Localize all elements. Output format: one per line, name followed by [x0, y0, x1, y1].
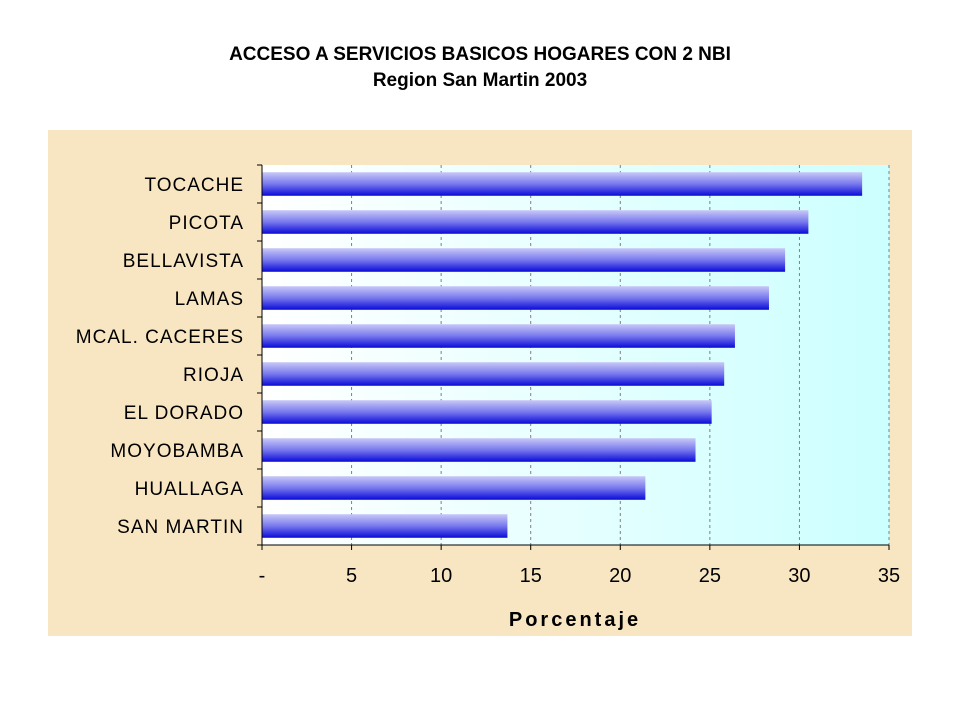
x-tick-label: 5	[346, 565, 357, 587]
x-tick-label: 35	[878, 565, 900, 587]
x-tick-label: 25	[699, 565, 721, 587]
chart-title-block: ACCESO A SERVICIOS BASICOS HOGARES CON 2…	[0, 42, 960, 94]
category-label: PICOTA	[169, 213, 244, 234]
x-tick-label: 30	[788, 565, 810, 587]
category-label: MOYOBAMBA	[110, 441, 244, 462]
category-label: EL DORADO	[124, 403, 244, 424]
chart-subtitle: Region San Martin 2003	[372, 70, 588, 91]
bar-mcal-caceres	[262, 324, 735, 348]
category-label: TOCACHE	[144, 175, 244, 196]
bar-bellavista	[262, 248, 786, 272]
category-label: HUALLAGA	[135, 479, 244, 500]
category-label: MCAL. CACERES	[76, 327, 244, 348]
bar-picota	[262, 210, 809, 234]
bar-san-martin	[262, 514, 508, 538]
x-tick-label: -	[259, 565, 266, 587]
category-label: SAN MARTIN	[117, 517, 244, 538]
category-label: LAMAS	[175, 289, 244, 310]
category-label: RIOJA	[183, 365, 244, 386]
x-axis-title: Porcentaje	[509, 609, 641, 631]
x-tick-label: 10	[430, 565, 452, 587]
bar-moyobamba	[262, 438, 696, 462]
chart-title: ACCESO A SERVICIOS BASICOS HOGARES CON 2…	[229, 44, 731, 65]
category-label: BELLAVISTA	[123, 251, 244, 272]
bar-tocache	[262, 172, 863, 196]
x-tick-label: 20	[609, 565, 631, 587]
bar-lamas	[262, 286, 769, 310]
bar-el-dorado	[262, 400, 712, 424]
bar-rioja	[262, 362, 725, 386]
bar-huallaga	[262, 476, 646, 500]
x-tick-label: 15	[520, 565, 542, 587]
